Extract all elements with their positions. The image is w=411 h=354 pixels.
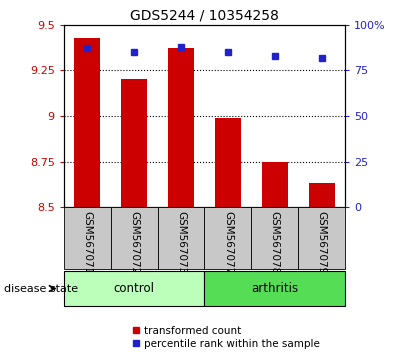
Bar (205, 207, 252, 269)
Text: disease state: disease state (4, 284, 78, 293)
Bar (215, 118, 241, 207)
Bar (111, 207, 157, 269)
Bar (309, 183, 335, 207)
Text: GSM567071: GSM567071 (82, 211, 92, 275)
Text: GSM567077: GSM567077 (223, 211, 233, 275)
Bar (298, 207, 345, 269)
Bar (121, 79, 147, 207)
Text: GSM567078: GSM567078 (270, 211, 280, 275)
Legend: transformed count, percentile rank within the sample: transformed count, percentile rank withi… (132, 326, 320, 349)
Text: arthritis: arthritis (251, 282, 298, 295)
Text: GSM567079: GSM567079 (317, 211, 327, 275)
Bar (64, 207, 111, 269)
Text: GSM567072: GSM567072 (129, 211, 139, 275)
Bar (157, 207, 205, 269)
Bar (74, 38, 100, 207)
Text: GSM567073: GSM567073 (176, 211, 186, 275)
Bar (252, 207, 298, 269)
Text: control: control (113, 282, 155, 295)
Bar (168, 48, 194, 207)
Title: GDS5244 / 10354258: GDS5244 / 10354258 (130, 8, 279, 22)
Bar (205, 271, 345, 306)
Bar (262, 161, 288, 207)
Bar (64, 271, 204, 306)
